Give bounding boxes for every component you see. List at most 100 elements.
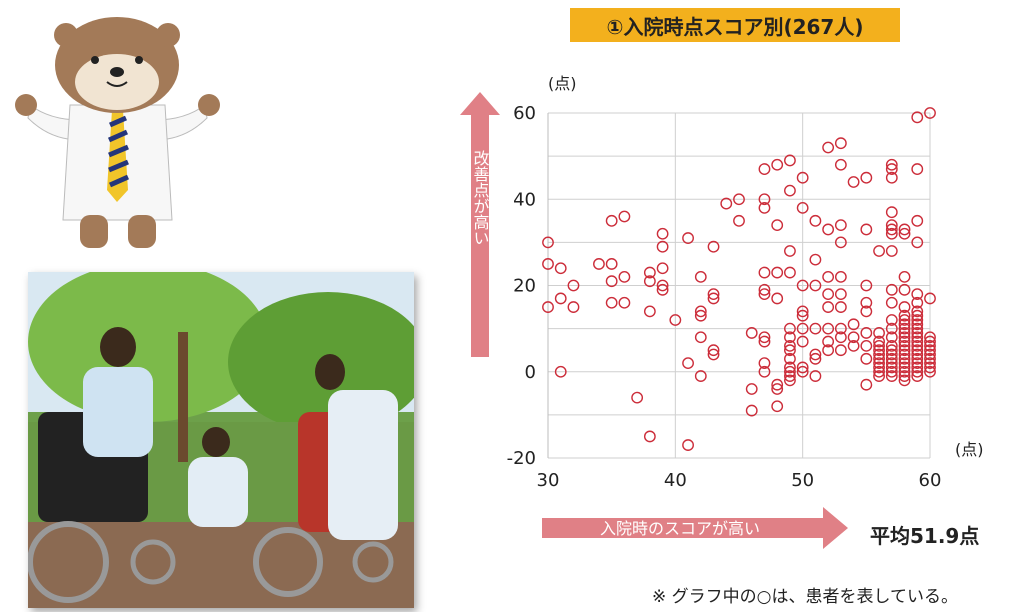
data-point (911, 352, 924, 365)
data-point (784, 361, 796, 374)
data-point (924, 339, 936, 352)
data-point (784, 331, 796, 344)
data-point (643, 266, 656, 279)
data-point (822, 141, 835, 154)
data-point (758, 331, 771, 344)
data-point (605, 258, 618, 270)
data-point (707, 344, 720, 357)
data-point (554, 262, 567, 275)
y-axis-arrow: 改善点が高い (460, 92, 500, 357)
data-point (771, 292, 784, 305)
data-point (911, 335, 924, 348)
data-point (898, 374, 911, 387)
data-point (656, 240, 669, 253)
data-point (758, 335, 771, 348)
data-point (873, 348, 885, 361)
data-point (898, 344, 911, 357)
data-point (911, 331, 924, 344)
data-point (593, 258, 605, 270)
data-point (656, 279, 669, 292)
data-point (911, 236, 924, 249)
data-point (694, 309, 707, 322)
data-point (720, 197, 733, 210)
x-axis-arrow: 入院時のスコアが高い (542, 507, 848, 549)
data-point (784, 322, 796, 335)
y-tick-label: 40 (513, 189, 536, 210)
data-point (822, 344, 835, 357)
chart-title: ①入院時点スコア別(267人) (570, 8, 900, 42)
data-point (911, 322, 924, 335)
data-point (885, 352, 898, 365)
data-point (554, 365, 567, 378)
data-point (758, 357, 771, 370)
data-point (898, 331, 911, 344)
data-point (898, 348, 911, 361)
y-unit-label: (点) (548, 74, 577, 93)
data-point (822, 322, 835, 335)
data-point (809, 352, 822, 365)
data-point (898, 365, 911, 378)
data-point (643, 305, 656, 318)
average-label: 平均51.9点 (870, 524, 980, 548)
data-point (809, 348, 822, 361)
data-point (860, 339, 873, 352)
data-point (873, 361, 885, 374)
data-point (796, 171, 809, 184)
data-point (911, 111, 924, 124)
data-point (885, 163, 898, 175)
data-point (707, 240, 720, 253)
data-point (694, 305, 707, 318)
data-point (567, 301, 580, 313)
data-point (885, 158, 898, 171)
y-tick-label: 60 (513, 103, 536, 124)
y-tick-label: -20 (507, 448, 536, 469)
data-point (898, 361, 911, 374)
data-point (885, 344, 898, 357)
data-point (784, 365, 796, 378)
data-point (885, 283, 898, 296)
data-point (885, 370, 898, 382)
data-point (911, 305, 924, 318)
data-point (605, 214, 618, 227)
data-point (873, 327, 885, 339)
data-point (834, 344, 847, 357)
data-point (822, 335, 835, 348)
x-arrow-label: 入院時のスコアが高い (600, 519, 760, 538)
data-point (784, 266, 796, 279)
data-point (898, 370, 911, 382)
data-point (834, 270, 847, 283)
data-point (911, 339, 924, 352)
data-point (898, 327, 911, 339)
data-point (796, 279, 809, 292)
data-point (911, 344, 924, 357)
data-point (631, 391, 644, 404)
data-point (796, 361, 809, 374)
data-point (682, 232, 694, 244)
data-point (758, 163, 771, 175)
data-point (618, 296, 631, 309)
data-point (885, 365, 898, 378)
data-point (618, 210, 631, 223)
otter-mascot-illustration (15, 17, 220, 248)
data-point (898, 227, 911, 240)
data-point (911, 361, 924, 374)
nursing-photo (28, 272, 414, 608)
data-point (834, 288, 847, 301)
data-point (707, 348, 720, 361)
data-point (847, 318, 860, 331)
data-point (745, 383, 758, 395)
data-point (707, 288, 720, 301)
data-point (924, 357, 936, 370)
x-unit-label: (点) (955, 440, 984, 459)
data-point (707, 292, 720, 305)
data-point (682, 357, 694, 370)
data-point (885, 206, 898, 219)
data-point (911, 309, 924, 322)
data-point (898, 270, 911, 283)
data-point (542, 258, 554, 270)
data-point (758, 288, 771, 301)
data-point (885, 296, 898, 309)
data-point (885, 361, 898, 374)
data-point (834, 158, 847, 171)
data-point (733, 193, 745, 206)
